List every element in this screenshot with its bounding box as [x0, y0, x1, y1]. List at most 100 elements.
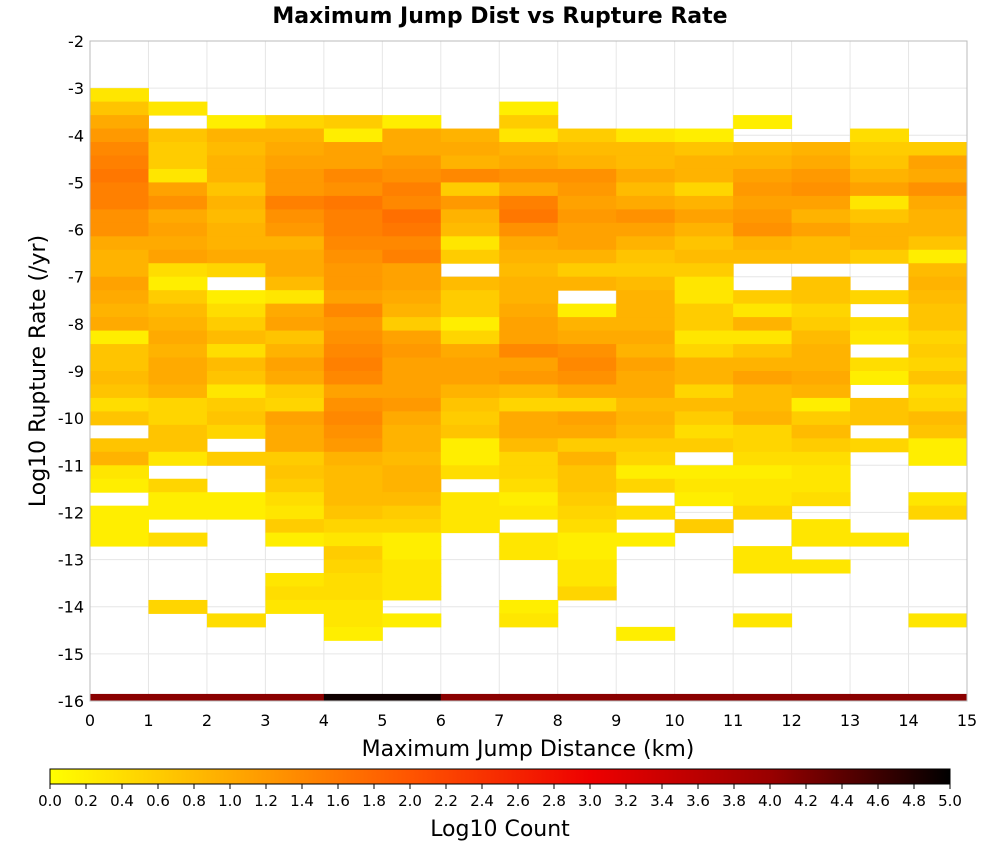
heatmap-cell: [791, 370, 851, 385]
colorbar-tick-label: 3.0: [578, 792, 602, 810]
heatmap-cell: [148, 276, 208, 291]
heatmap-cell: [323, 505, 383, 520]
colorbar-tick-label: 2.0: [398, 792, 422, 810]
heatmap-cell: [674, 249, 734, 264]
heatmap-cell: [382, 357, 442, 372]
heatmap-cell: [90, 222, 149, 237]
heatmap-cell: [791, 290, 851, 305]
colorbar-tick-label: 3.4: [650, 792, 674, 810]
heatmap-cell: [382, 465, 442, 480]
heatmap-cell: [499, 182, 559, 197]
heatmap-cell: [90, 465, 149, 480]
heatmap-cell: [616, 290, 676, 305]
heatmap-cell: [265, 693, 325, 702]
y-tick-label: -3: [68, 79, 84, 98]
colorbar-tick-label: 1.2: [254, 792, 278, 810]
y-tick-label: -12: [58, 503, 84, 522]
x-tick-label: 15: [957, 711, 977, 730]
heatmap-cell: [323, 155, 383, 170]
heatmap-cell: [674, 317, 734, 332]
heatmap-cell: [440, 142, 500, 156]
chart-title: Maximum Jump Dist vs Rupture Rate: [272, 4, 727, 29]
heatmap-cell: [499, 236, 559, 251]
heatmap-cell: [148, 209, 208, 224]
heatmap-cell: [323, 249, 383, 264]
heatmap-cell: [557, 236, 617, 251]
heatmap-cell: [90, 478, 149, 493]
heatmap-cell: [557, 573, 617, 587]
heatmap-cell: [382, 519, 442, 534]
heatmap-cell: [323, 546, 383, 561]
y-tick-label: -13: [58, 551, 84, 570]
heatmap-cell: [850, 128, 910, 143]
heatmap-cell: [323, 276, 383, 291]
heatmap-cell: [440, 168, 500, 183]
heatmap-cell: [440, 344, 500, 359]
heatmap-cell: [499, 330, 559, 345]
heatmap-cell: [674, 411, 734, 426]
heatmap-cell: [148, 330, 208, 345]
heatmap-cell: [382, 438, 442, 453]
heatmap-cell: [557, 276, 617, 291]
heatmap-cell: [908, 168, 968, 183]
heatmap-cell: [440, 505, 500, 520]
heatmap-cell: [440, 290, 500, 305]
heatmap-cell: [323, 303, 383, 318]
heatmap-cell: [499, 276, 559, 291]
heatmap-cell: [791, 330, 851, 345]
y-axis-ticks: -2 -3 -4 -5 -6 -7 -8 -9 -10 -11 -12 -13 -14 -15 -16: [58, 32, 84, 711]
heatmap-cell: [616, 182, 676, 197]
heatmap-cell: [206, 209, 266, 224]
y-tick-label: -16: [58, 692, 84, 711]
heatmap-cell: [850, 155, 910, 170]
heatmap-cell: [674, 370, 734, 385]
x-tick-label: 6: [436, 711, 446, 730]
plot-frame: [89, 40, 968, 702]
heatmap-cell: [323, 195, 383, 210]
heatmap-cell: [382, 384, 442, 399]
heatmap-cell: [323, 492, 383, 507]
heatmap-cell: [499, 465, 559, 480]
heatmap-cell: [908, 693, 968, 702]
colorbar-tick-label: 0.4: [110, 792, 134, 810]
heatmap-cell: [616, 505, 676, 520]
colorbar-tick-label: 3.6: [686, 792, 710, 810]
heatmap-cell: [674, 492, 734, 507]
heatmap-cell: [499, 249, 559, 264]
heatmap-cell: [382, 370, 442, 385]
heatmap-cell: [791, 438, 851, 453]
heatmap-cell: [148, 249, 208, 264]
heatmap-cell: [557, 438, 617, 453]
heatmap-cell: [791, 276, 851, 291]
heatmap-cell: [733, 411, 793, 426]
heatmap-cell: [616, 222, 676, 237]
heatmap-cell: [733, 182, 793, 197]
heatmap-cell: [908, 505, 968, 520]
heatmap-cell: [323, 559, 383, 574]
heatmap-cell: [206, 182, 266, 197]
heatmap-cell: [791, 492, 851, 507]
colorbar-tick-label: 2.6: [506, 792, 530, 810]
heatmap-cell: [265, 519, 325, 534]
heatmap-cell: [206, 236, 266, 251]
heatmap-cell: [557, 209, 617, 224]
heatmap-cell: [791, 249, 851, 264]
heatmap-cell: [499, 546, 559, 561]
heatmap-cell: [440, 303, 500, 318]
heatmap-cell: [206, 142, 266, 156]
heatmap-cell: [90, 263, 149, 278]
heatmap-cell: [850, 168, 910, 183]
y-tick-label: -11: [58, 456, 84, 475]
heatmap-cell: [908, 142, 968, 156]
heatmap-cell: [908, 276, 968, 291]
heatmap-cell: [90, 115, 149, 130]
heatmap-cell: [557, 505, 617, 520]
heatmap-cell: [323, 182, 383, 197]
heatmap-cell: [382, 559, 442, 574]
heatmap-cell: [382, 532, 442, 547]
heatmap-cell: [850, 317, 910, 332]
heatmap-cell: [616, 276, 676, 291]
heatmap-cell: [323, 599, 383, 614]
colorbar-tick-label: 3.8: [722, 792, 746, 810]
